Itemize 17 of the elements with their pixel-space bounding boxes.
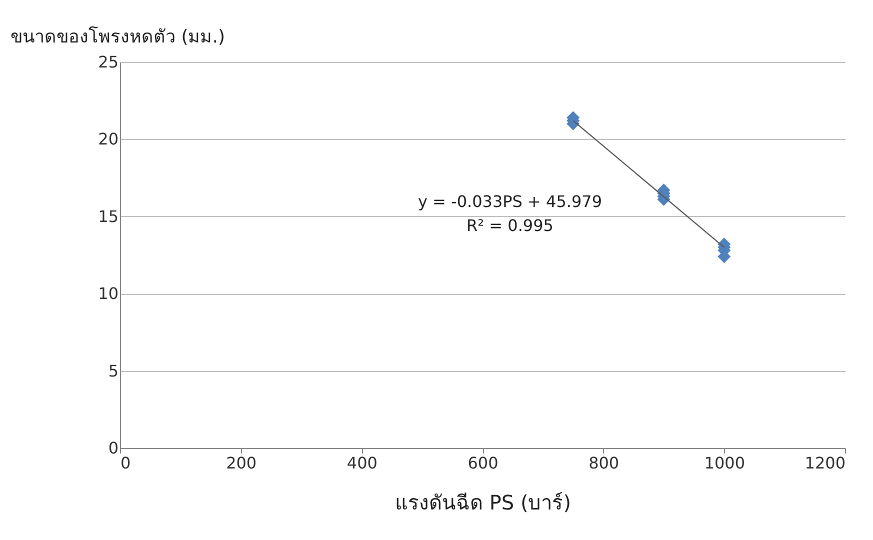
x-tick-label: 400	[346, 454, 378, 472]
annotation: y = -0.033PS + 45.979	[418, 192, 602, 211]
x-tick-label: 600	[468, 454, 498, 472]
y-tick-label: 15	[98, 206, 118, 226]
x-tick-label: 1200	[804, 454, 846, 472]
y-tick-label: 5	[108, 361, 118, 380]
x-axis-title: แรงดันฉีด PS (บาร์)	[394, 490, 572, 514]
x-tick-label: 800	[588, 454, 620, 472]
y-tick-label: 25	[98, 52, 118, 72]
y-axis-title: ขนาดของโพรงหดตัว (มม.)	[10, 26, 225, 48]
annotation: R² = 0.995	[466, 216, 554, 235]
y-tick-label: 20	[98, 130, 118, 149]
y-tick-label: 10	[98, 284, 118, 304]
y-tick-label: 0	[108, 438, 118, 458]
x-tick-label: 200	[226, 454, 257, 472]
x-tick-label: 0	[120, 454, 131, 472]
x-tick-label: 1000	[704, 454, 746, 472]
